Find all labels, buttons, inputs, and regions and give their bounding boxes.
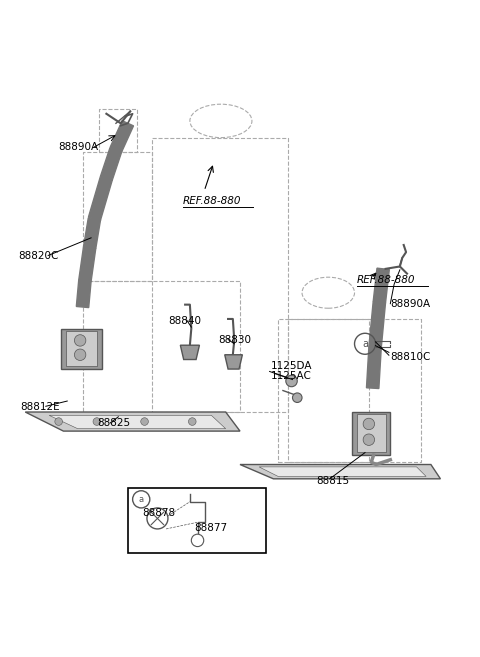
Polygon shape (49, 415, 226, 429)
Polygon shape (352, 412, 390, 455)
FancyBboxPatch shape (128, 488, 266, 553)
Text: 88877: 88877 (195, 524, 228, 533)
Polygon shape (110, 121, 133, 152)
Polygon shape (66, 331, 97, 366)
Polygon shape (366, 348, 381, 388)
Text: 88890A: 88890A (390, 299, 431, 309)
Polygon shape (84, 217, 101, 248)
Polygon shape (25, 412, 240, 431)
Circle shape (93, 418, 101, 425)
Text: 1125AC: 1125AC (271, 371, 312, 380)
Polygon shape (88, 177, 112, 221)
Text: REF.88-880: REF.88-880 (183, 196, 241, 206)
Text: 88812E: 88812E (21, 401, 60, 412)
Circle shape (55, 418, 62, 425)
Text: 88810C: 88810C (390, 351, 431, 361)
Circle shape (189, 418, 196, 425)
Text: 88815: 88815 (316, 476, 349, 486)
Circle shape (141, 418, 148, 425)
Polygon shape (225, 355, 242, 369)
Polygon shape (61, 328, 102, 369)
Circle shape (74, 349, 86, 361)
Text: 88890A: 88890A (59, 141, 99, 152)
Text: a: a (139, 495, 144, 504)
Circle shape (363, 434, 374, 445)
Polygon shape (373, 268, 389, 303)
Text: 88825: 88825 (97, 419, 130, 428)
Circle shape (286, 375, 297, 387)
Text: a: a (362, 339, 368, 349)
Text: 88878: 88878 (142, 508, 175, 518)
Polygon shape (180, 345, 199, 359)
Polygon shape (259, 467, 426, 476)
Polygon shape (76, 281, 91, 307)
Polygon shape (357, 415, 385, 451)
Text: 88830: 88830 (218, 335, 252, 345)
Polygon shape (369, 302, 385, 348)
Polygon shape (240, 464, 441, 479)
Text: 88820C: 88820C (18, 252, 59, 261)
Circle shape (74, 334, 86, 346)
Text: 1125DA: 1125DA (271, 361, 312, 371)
Circle shape (292, 393, 302, 403)
Circle shape (363, 419, 374, 430)
Polygon shape (79, 246, 96, 282)
Polygon shape (100, 148, 122, 180)
Text: REF.88-880: REF.88-880 (357, 275, 415, 285)
Text: 88840: 88840 (168, 316, 202, 326)
